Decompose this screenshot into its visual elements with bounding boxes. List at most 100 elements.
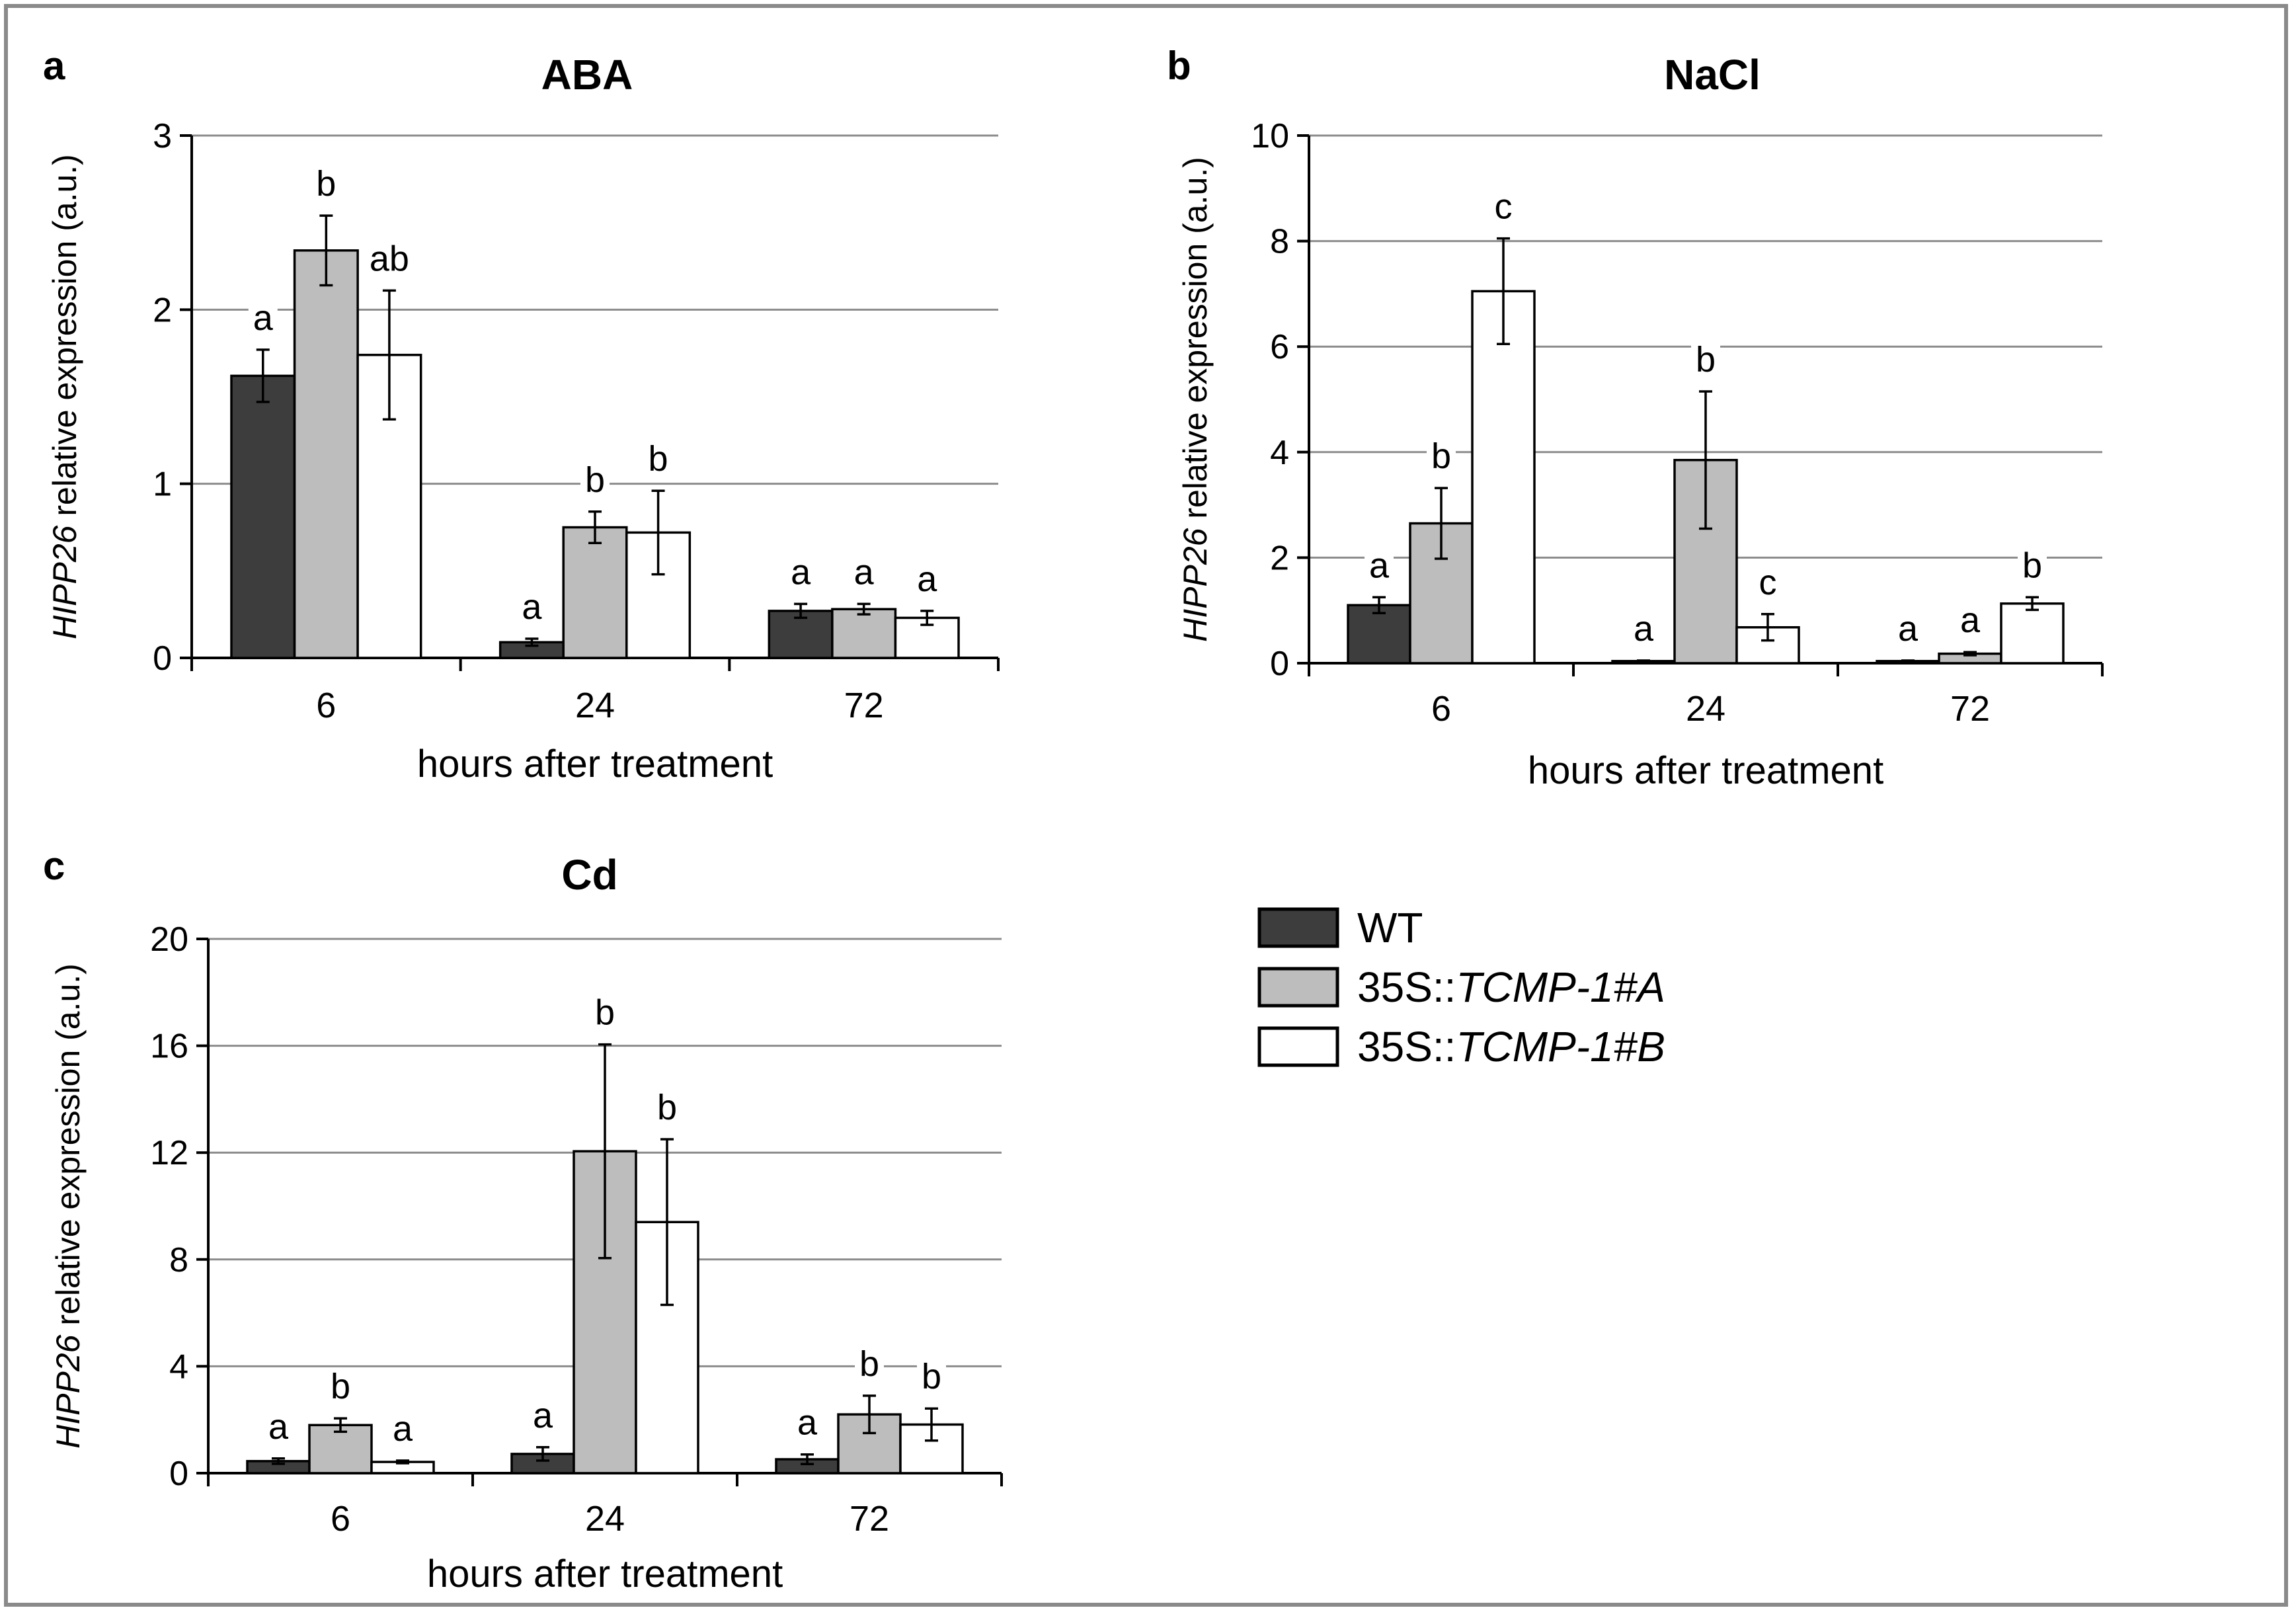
data-label-backing bbox=[590, 994, 619, 1033]
bar bbox=[1673, 459, 1738, 665]
y-axis-label-text: relative expression (a.u.) bbox=[50, 963, 87, 1334]
significance-letter: a bbox=[1960, 600, 1981, 640]
significance-letter: a bbox=[1634, 609, 1654, 649]
y-axis-label: HIPP26 relative expression (a.u.) bbox=[46, 154, 83, 639]
legend-label: 35S::TCMP-1#B bbox=[1357, 1023, 1665, 1070]
significance-letter: c bbox=[1759, 563, 1777, 602]
legend-label-italic: TCMP-1#B bbox=[1456, 1023, 1665, 1070]
data-label-backing bbox=[388, 1410, 417, 1449]
legend-item: WT bbox=[1257, 904, 1423, 951]
data-label-backing bbox=[786, 553, 816, 592]
legend-swatch bbox=[1257, 1026, 1339, 1067]
significance-letter: b bbox=[649, 439, 668, 479]
y-tick-label: 0 bbox=[169, 1455, 188, 1493]
significance-letter: ab bbox=[370, 239, 409, 278]
y-tick-label: 12 bbox=[150, 1134, 188, 1172]
legend-label-italic: TCMP-1#A bbox=[1456, 963, 1665, 1011]
x-tick-label: 72 bbox=[850, 1499, 889, 1539]
data-label-backing bbox=[1956, 602, 1985, 641]
chart-title: ABA bbox=[541, 51, 633, 99]
significance-letter: a bbox=[917, 559, 937, 599]
legend-label-plain: WT bbox=[1357, 904, 1423, 951]
significance-letter: b bbox=[922, 1357, 941, 1396]
data-label-backing bbox=[1893, 610, 1922, 649]
data-label-backing bbox=[528, 1396, 557, 1435]
significance-letter: a bbox=[854, 552, 875, 592]
legend-swatch bbox=[1257, 907, 1339, 948]
significance-letter: a bbox=[791, 552, 811, 592]
bar bbox=[230, 374, 296, 659]
y-tick-label: 8 bbox=[1270, 223, 1289, 261]
panel-letter: b bbox=[1167, 44, 1191, 88]
data-label-backing bbox=[2018, 547, 2047, 586]
legend-swatch bbox=[1257, 967, 1339, 1008]
legend-label: WT bbox=[1357, 904, 1423, 951]
x-tick-label: 6 bbox=[331, 1499, 350, 1539]
panel-letter: a bbox=[43, 44, 65, 88]
y-axis-label-gene: HIPP26 bbox=[50, 1334, 87, 1449]
x-tick-label: 24 bbox=[575, 686, 615, 725]
y-tick-label: 0 bbox=[1270, 645, 1289, 683]
y-tick-label: 10 bbox=[1251, 117, 1289, 155]
significance-letter: a bbox=[533, 1396, 553, 1435]
significance-letter: a bbox=[253, 298, 274, 338]
y-tick-label: 4 bbox=[169, 1348, 188, 1386]
bar bbox=[2000, 602, 2065, 665]
x-tick-label: 72 bbox=[844, 686, 884, 725]
y-tick-label: 2 bbox=[153, 291, 172, 329]
significance-letter: b bbox=[316, 164, 336, 204]
data-label-backing bbox=[580, 461, 610, 500]
data-label-backing bbox=[365, 240, 413, 279]
data-label-backing bbox=[248, 299, 278, 338]
data-label-backing bbox=[643, 440, 673, 479]
data-label-backing bbox=[1365, 547, 1394, 586]
legend-label-plain: 35S:: bbox=[1357, 963, 1456, 1011]
data-label-backing bbox=[849, 553, 879, 592]
significance-letter: b bbox=[331, 1367, 350, 1406]
y-tick-label: 6 bbox=[1270, 328, 1289, 366]
y-axis-label-gene: HIPP26 bbox=[46, 525, 83, 639]
y-tick-label: 3 bbox=[153, 117, 172, 155]
bar bbox=[293, 249, 359, 659]
x-tick-label: 6 bbox=[1431, 689, 1451, 729]
data-label-backing bbox=[1489, 188, 1518, 227]
data-label-backing bbox=[917, 1358, 946, 1397]
significance-letter: b bbox=[585, 460, 605, 500]
significance-letter: b bbox=[1696, 340, 1716, 380]
x-axis-label: hours after treatment bbox=[417, 743, 773, 786]
x-axis-label: hours after treatment bbox=[1528, 749, 1883, 792]
y-tick-label: 8 bbox=[169, 1241, 188, 1279]
significance-letter: a bbox=[268, 1407, 289, 1447]
legend-item: 35S::TCMP-1#A bbox=[1257, 963, 1665, 1011]
x-axis-label: hours after treatment bbox=[427, 1552, 783, 1595]
bar bbox=[831, 608, 897, 659]
significance-letter: c bbox=[1495, 187, 1513, 227]
significance-letter: b bbox=[2022, 545, 2042, 585]
y-tick-label: 0 bbox=[153, 639, 172, 678]
data-label-backing bbox=[793, 1404, 822, 1443]
chart-panel-c: 0 4 8 12 16 20 6 24 72 a a a b b b a b b Cd c hours after tr… bbox=[43, 844, 1003, 1595]
chart-title: NaCl bbox=[1664, 51, 1761, 99]
data-label-backing bbox=[264, 1408, 293, 1447]
y-axis-label: HIPP26 relative expression (a.u.) bbox=[50, 963, 87, 1449]
significance-letter: a bbox=[1369, 545, 1390, 585]
significance-letter: a bbox=[797, 1403, 818, 1443]
significance-letter: a bbox=[393, 1409, 413, 1449]
data-label-backing bbox=[1753, 563, 1782, 602]
significance-letter: a bbox=[522, 587, 542, 627]
y-tick-label: 2 bbox=[1270, 539, 1289, 577]
x-tick-label: 24 bbox=[585, 1499, 625, 1539]
data-label-backing bbox=[1691, 341, 1720, 380]
significance-letter: a bbox=[1898, 609, 1919, 649]
data-label-backing bbox=[517, 588, 547, 627]
data-label-backing bbox=[855, 1345, 884, 1384]
panel-letter: c bbox=[43, 844, 65, 888]
figure-frame bbox=[4, 4, 2288, 1607]
chart-title: Cd bbox=[561, 851, 617, 899]
y-tick-label: 1 bbox=[153, 465, 172, 504]
